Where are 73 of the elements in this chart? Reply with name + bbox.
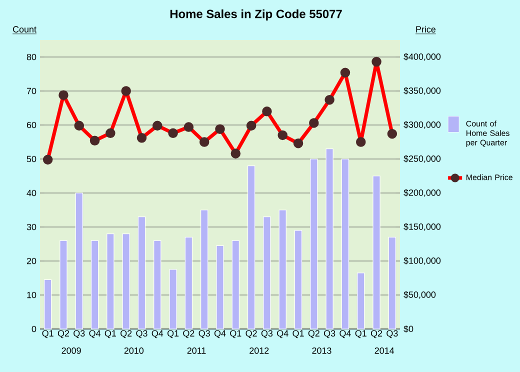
- text: 2011: [187, 347, 206, 354]
- y2-tick-label: $200,000: [404, 189, 441, 197]
- x-tick-label: Q1: [355, 330, 366, 338]
- x-tick-label: Q2: [183, 330, 194, 338]
- bar: [388, 236, 396, 330]
- bar: [184, 236, 193, 330]
- x-tick-label: Q3: [198, 330, 210, 338]
- bar: [75, 192, 83, 330]
- x-tick-label: Q4: [277, 330, 288, 338]
- x-tick-label: Q4: [89, 330, 100, 338]
- x-tick-label: Q3: [261, 330, 273, 338]
- text: 2013: [312, 347, 332, 354]
- text: 2012: [250, 347, 269, 354]
- bar: [90, 240, 99, 330]
- bar: [60, 240, 68, 330]
- y-tick-label: 20: [26, 258, 36, 264]
- y2-tick-label: $50,000: [404, 291, 436, 299]
- x-tick-label: Q4: [340, 330, 351, 338]
- x-tick-label: Q3: [136, 330, 148, 338]
- bar: [106, 234, 114, 330]
- bar: [122, 234, 130, 330]
- y2-tick-label: $300,000: [404, 121, 441, 129]
- bar: [310, 158, 318, 330]
- bar: [44, 279, 52, 330]
- x-tick-label: Q2: [370, 330, 382, 338]
- bar: [294, 230, 302, 330]
- bar: [341, 158, 350, 330]
- y-tick-label: 30: [26, 224, 36, 230]
- y-tick-label: 40: [26, 190, 36, 196]
- y2-tick-label: $350,000: [404, 87, 441, 95]
- text: 2009: [62, 347, 81, 354]
- bar: [200, 210, 208, 330]
- y2-tick-label: $250,000: [404, 155, 441, 163]
- y-tick-label: 10: [27, 292, 36, 298]
- x-tick-label: Q3: [324, 330, 336, 338]
- y2-tick-label: $150,000: [404, 223, 441, 231]
- bar: [278, 210, 286, 330]
- bar: [247, 166, 256, 330]
- x-tick-label: Q4: [152, 330, 164, 338]
- bar: [138, 216, 146, 330]
- text: 2010: [124, 347, 144, 354]
- x-tick-label: Q2: [246, 330, 257, 338]
- bar: [263, 216, 271, 330]
- y2-tick-label: $400,000: [404, 53, 441, 61]
- bar: [169, 269, 177, 330]
- x-tick-label: Q2: [120, 330, 132, 338]
- y-tick-label: 70: [26, 88, 36, 94]
- text: 2014: [374, 347, 394, 354]
- x-tick-label: Q1: [104, 330, 116, 338]
- bar: [154, 240, 162, 330]
- y-tick-label: 60: [26, 122, 36, 128]
- x-tick-label: Q1: [230, 330, 242, 338]
- x-tick-label: Q2: [58, 330, 70, 338]
- y2-tick-label: $0: [404, 325, 414, 333]
- y-axis-title: Count: [13, 26, 36, 33]
- bar: [232, 240, 240, 330]
- y2-axis-title: Price: [416, 26, 436, 32]
- x-tick-label: Q1: [167, 330, 179, 338]
- y2-tick-label: $100,000: [404, 257, 441, 265]
- y-tick-label: 80: [26, 54, 36, 60]
- y-tick-label: 0: [32, 326, 36, 332]
- x-tick-label: Q1: [292, 330, 304, 338]
- bar: [372, 176, 380, 330]
- x-tick-label: Q3: [74, 330, 85, 338]
- x-tick-label: Q2: [308, 330, 320, 338]
- chart-title: Home Sales in Zip Code 55077: [170, 9, 342, 21]
- bar: [216, 245, 224, 330]
- bar: [326, 148, 334, 330]
- x-tick-label: Q3: [386, 330, 398, 338]
- x-tick-label: Q1: [42, 330, 54, 338]
- y-tick-label: 50: [26, 156, 36, 162]
- bar: [357, 272, 365, 330]
- x-tick-label: Q4: [214, 330, 226, 338]
